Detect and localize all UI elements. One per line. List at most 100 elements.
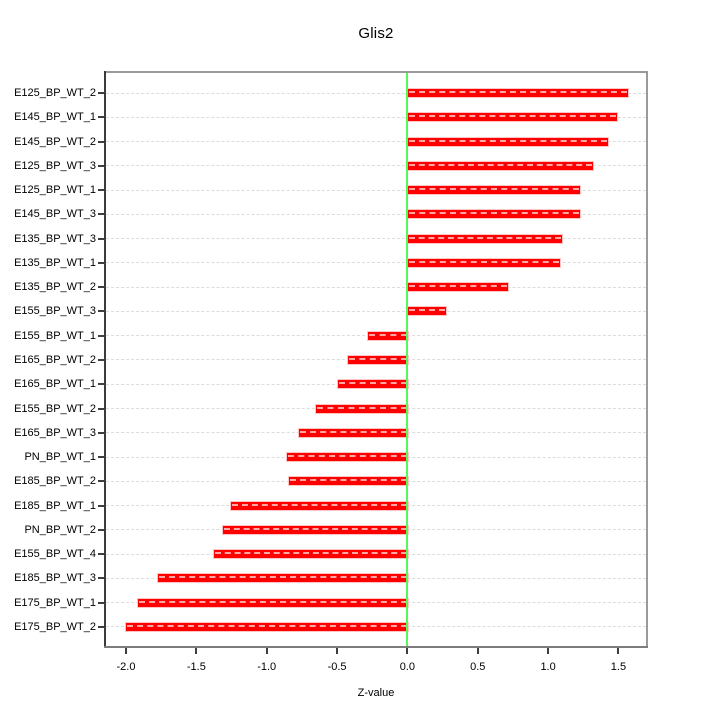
bar	[213, 549, 410, 560]
gridline	[106, 116, 646, 118]
y-tick	[98, 140, 104, 143]
y-axis-tick-label: PN_BP_WT_1	[24, 451, 96, 464]
x-axis-tick-label: -1.0	[257, 661, 277, 673]
y-axis-tick-label: E155_BP_WT_4	[14, 548, 96, 561]
x-axis-tick-label: -0.5	[327, 661, 347, 673]
bar-grid-dash	[409, 188, 580, 191]
gridline	[106, 310, 646, 312]
y-axis-tick-label: E135_BP_WT_1	[14, 256, 96, 269]
gridline	[106, 286, 646, 288]
plot-border-top	[104, 71, 648, 73]
x-axis-tick-labels: -2.0 -1.5 -1.0 -0.5 0.0 0.5 1.0 1.5	[0, 661, 720, 675]
y-axis-tick-label: E175_BP_WT_1	[14, 596, 96, 609]
bar	[407, 257, 562, 268]
bar-grid-dash	[409, 285, 508, 288]
bar	[407, 136, 610, 147]
y-tick	[98, 601, 104, 604]
plot-area	[98, 71, 648, 654]
y-tick	[98, 528, 104, 531]
y-axis-tick-label: E145_BP_WT_2	[14, 135, 96, 148]
bar-grid-dash	[409, 260, 560, 263]
bar-grid-dash	[299, 430, 408, 433]
y-axis-labels: E125_BP_WT_2 E145_BP_WT_1 E145_BP_WT_2 E125…	[0, 71, 96, 648]
bar	[407, 88, 629, 98]
x-axis-tick-label: 1.0	[540, 661, 556, 673]
bar	[346, 354, 410, 365]
y-tick	[98, 92, 104, 94]
y-axis-tick-label: E165_BP_WT_3	[14, 426, 96, 439]
y-tick	[98, 261, 104, 264]
bar-grid-dash	[215, 552, 408, 555]
y-tick	[98, 383, 104, 386]
bar-grid-dash	[232, 503, 408, 506]
y-axis-tick-label: E145_BP_WT_1	[14, 111, 96, 124]
bar-grid-dash	[409, 236, 561, 239]
y-axis-tick-label: E125_BP_WT_1	[14, 184, 96, 197]
y-axis-tick-label: E155_BP_WT_3	[14, 305, 96, 318]
y-axis-tick-label: E125_BP_WT_3	[14, 159, 96, 172]
bar	[407, 209, 582, 220]
bar	[286, 452, 410, 463]
y-axis-tick-label: E155_BP_WT_2	[14, 402, 96, 415]
plot-border-right	[646, 71, 648, 648]
bar	[407, 306, 448, 317]
y-axis-tick-label: E145_BP_WT_3	[14, 208, 96, 221]
y-tick	[98, 310, 104, 313]
y-axis-line	[104, 71, 106, 648]
bar	[221, 524, 410, 535]
bar-grid-dash	[368, 333, 408, 336]
bar-grid-dash	[316, 406, 408, 409]
x-tick	[406, 648, 409, 654]
y-axis-tick-label: E155_BP_WT_1	[14, 329, 96, 342]
x-axis-tick-label: -2.0	[116, 661, 136, 673]
bar	[156, 573, 410, 584]
x-tick	[125, 648, 127, 654]
bar	[366, 330, 410, 341]
gridline	[106, 262, 646, 264]
y-tick	[98, 456, 104, 459]
y-axis-tick-label: E165_BP_WT_1	[14, 378, 96, 391]
gridline	[106, 213, 646, 215]
y-axis-tick-label: E185_BP_WT_1	[14, 499, 96, 512]
bar	[230, 500, 410, 511]
x-axis-line	[104, 646, 648, 648]
bar	[287, 476, 410, 487]
x-axis-tick-label: -1.5	[186, 661, 206, 673]
y-tick	[98, 237, 104, 240]
y-tick	[98, 504, 104, 507]
x-tick	[617, 648, 620, 654]
x-tick	[476, 648, 479, 654]
bar	[407, 233, 563, 244]
y-tick	[98, 358, 104, 361]
x-axis-tick-label: 0.5	[470, 661, 486, 673]
bar-grid-dash	[409, 139, 608, 142]
y-axis-tick-label: E175_BP_WT_2	[14, 620, 96, 633]
bar	[407, 160, 594, 171]
y-tick	[98, 625, 104, 628]
bar	[407, 185, 582, 196]
y-tick	[98, 164, 104, 167]
x-tick	[336, 648, 339, 654]
y-tick	[98, 577, 104, 580]
y-axis-tick-label: E185_BP_WT_3	[14, 572, 96, 585]
gridline	[106, 189, 646, 191]
bar-grid-dash	[409, 91, 627, 93]
y-tick	[98, 553, 104, 556]
y-axis-tick-label: E165_BP_WT_2	[14, 353, 96, 366]
bar	[297, 427, 410, 438]
y-axis-tick-label: E125_BP_WT_2	[14, 87, 96, 99]
y-tick	[98, 189, 104, 192]
y-tick	[98, 116, 104, 119]
y-axis-tick-label: E185_BP_WT_2	[14, 475, 96, 488]
y-tick	[98, 480, 104, 483]
y-tick	[98, 334, 104, 337]
y-tick	[98, 286, 104, 289]
bar-grid-dash	[139, 600, 408, 603]
bar-grid-dash	[339, 382, 408, 385]
bar-grid-dash	[288, 455, 408, 458]
bar	[124, 621, 410, 632]
x-axis-tick-label: 1.5	[610, 661, 627, 673]
bar	[314, 403, 410, 414]
x-tick	[547, 648, 550, 654]
